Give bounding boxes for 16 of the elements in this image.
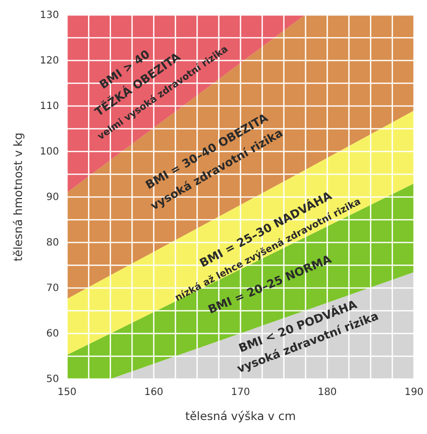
x-tick-label: 170 (230, 387, 250, 398)
x-tick-label: 180 (318, 387, 337, 398)
x-axis-title: tělesná výška v cm (185, 409, 296, 423)
x-tick-label: 190 (404, 387, 424, 398)
y-tick-label: 90 (46, 192, 59, 204)
y-tick-label: 50 (46, 374, 59, 386)
x-tick-label: 150 (57, 387, 77, 398)
y-axis-title: tělesná hmotnost v kg (11, 132, 25, 262)
y-tick-label: 110 (40, 101, 59, 112)
y-tick-label: 60 (46, 328, 59, 340)
y-tick-label: 130 (40, 10, 59, 22)
y-tick-label: 80 (46, 238, 59, 249)
x-tick-label: 160 (144, 387, 164, 398)
y-tick-label: 100 (40, 146, 59, 158)
y-tick-label: 120 (40, 56, 59, 67)
y-tick-label: 70 (46, 283, 59, 294)
